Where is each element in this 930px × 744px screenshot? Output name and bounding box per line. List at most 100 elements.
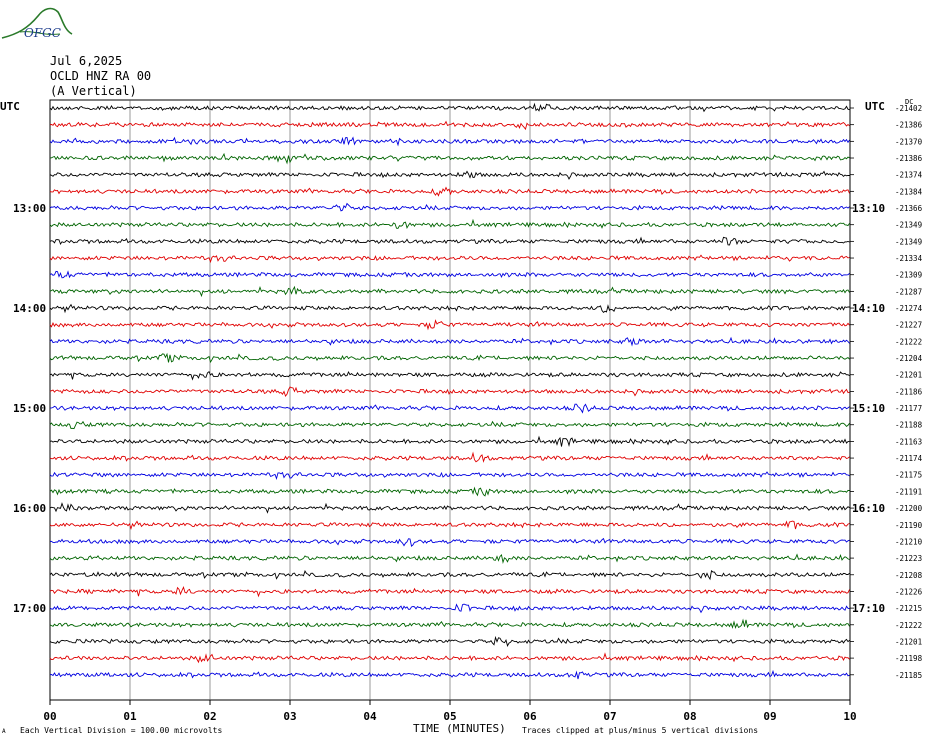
trace-line [49, 635, 850, 647]
right-time-label: 16:10 [852, 502, 885, 515]
left-time-label: 14:00 [13, 302, 46, 315]
x-axis-title: TIME (MINUTES) [413, 722, 506, 735]
dc-offset-label: -21366 [895, 204, 923, 213]
dc-offset-label: -21185 [895, 671, 922, 680]
left-time-label: 15:00 [13, 402, 46, 415]
trace-line [49, 270, 850, 279]
dc-offset-label: -21200 [895, 504, 923, 513]
right-time-label: 17:10 [852, 602, 885, 615]
clip-note: Traces clipped at plus/minus 5 vertical … [522, 726, 759, 735]
trace-line [49, 471, 850, 480]
logo: OFGC [0, 4, 80, 44]
dc-offset-label: -21226 [895, 587, 923, 596]
right-utc-title: UTC [865, 100, 885, 113]
dc-offset-label: -21223 [895, 554, 922, 563]
dc-offset-label: -21386 [895, 154, 923, 163]
header-station: OCLD HNZ RA 00 [50, 69, 152, 83]
dc-offset-label: -21374 [895, 171, 923, 180]
trace-line [49, 553, 850, 565]
trace-line [49, 502, 850, 514]
trace-line [49, 254, 850, 264]
trace-line [49, 120, 850, 131]
dc-offset-label: -21222 [895, 621, 922, 630]
dc-offset-label: -21222 [895, 337, 922, 346]
left-time-label: 16:00 [13, 502, 46, 515]
dc-offset-label: -21204 [895, 354, 923, 363]
x-tick-label: 10 [843, 710, 856, 723]
dc-offset-label: -21274 [895, 304, 923, 313]
dc-offset-label: -21370 [895, 137, 923, 146]
dc-offset-label: -21174 [895, 454, 923, 463]
dc-offset-label: -21349 [895, 237, 922, 246]
dc-label: DC [905, 98, 914, 106]
trace-line [49, 152, 850, 165]
dc-offset-label: -21349 [895, 221, 922, 230]
trace-line [49, 403, 850, 414]
dc-offset-label: -21175 [895, 471, 922, 480]
left-time-label: 17:00 [13, 602, 46, 615]
dc-offset-label: -21384 [895, 187, 923, 196]
trace-line [49, 202, 850, 212]
dc-offset-label: -21215 [895, 604, 922, 613]
trace-line [49, 451, 850, 463]
x-tick-label: 01 [123, 710, 137, 723]
trace-line [49, 618, 850, 630]
trace-line [49, 669, 850, 680]
trace-line [49, 537, 850, 547]
trace-line [49, 603, 850, 614]
logo-mark-icon [1, 7, 73, 39]
x-tick-label: 04 [363, 710, 377, 723]
dc-offset-label: -21334 [895, 254, 923, 263]
right-time-label: 13:10 [852, 202, 885, 215]
x-tick-label: 00 [43, 710, 56, 723]
trace-line [49, 486, 850, 497]
dc-offset-label: -21208 [895, 571, 923, 580]
corner-mark: A [2, 728, 6, 735]
right-time-label: 15:10 [852, 402, 885, 415]
dc-offset-label: -21201 [895, 371, 922, 380]
left-time-label: 13:00 [13, 202, 46, 215]
dc-offset-label: -21287 [895, 287, 922, 296]
labels: 00 01 02 03 04 05 06 07 08 09 10 -21402 -21386 -21370… [13, 104, 923, 723]
dc-offset-label: -21163 [895, 437, 922, 446]
dc-offset-label: -21309 [895, 271, 922, 280]
x-tick-label: 07 [603, 710, 616, 723]
dc-offset-label: -21177 [895, 404, 922, 413]
dc-offset-label: -21188 [895, 421, 923, 430]
trace-line [49, 652, 850, 664]
trace-line [49, 352, 850, 364]
trace-line [49, 586, 850, 598]
header-date: Jul 6,2025 [50, 54, 123, 68]
right-time-label: 14:10 [852, 302, 885, 315]
trace-line [49, 285, 850, 298]
dc-offset-label: -21191 [895, 487, 922, 496]
dc-offset-label: -21186 [895, 387, 923, 396]
dc-offset-label: -21386 [895, 121, 923, 130]
trace-line [49, 136, 850, 147]
trace-line [49, 569, 850, 581]
x-tick-label: 09 [763, 710, 776, 723]
traces [49, 102, 850, 680]
logo-text: OFGC [24, 26, 61, 40]
trace-line [49, 435, 850, 447]
dc-offset-label: -21210 [895, 537, 923, 546]
dc-offset-label: -21201 [895, 637, 922, 646]
trace-line [49, 186, 850, 197]
trace-line [49, 303, 850, 314]
left-utc-title: UTC [0, 100, 20, 113]
x-tick-label: 08 [683, 710, 696, 723]
dc-offset-label: -21402 [895, 104, 922, 113]
trace-line [49, 386, 850, 398]
trace-line [49, 236, 850, 246]
dc-offset-label: -21198 [895, 654, 923, 663]
x-tick-label: 03 [283, 710, 296, 723]
trace-line [49, 170, 850, 180]
trace-line [49, 370, 850, 381]
scale-note: Each Vertical Division = 100.00 microvol… [20, 726, 223, 735]
dc-offset-label: -21227 [895, 321, 922, 330]
x-tick-label: 06 [523, 710, 537, 723]
trace-line [49, 218, 850, 229]
trace-line [49, 102, 850, 113]
grid [49, 99, 854, 705]
